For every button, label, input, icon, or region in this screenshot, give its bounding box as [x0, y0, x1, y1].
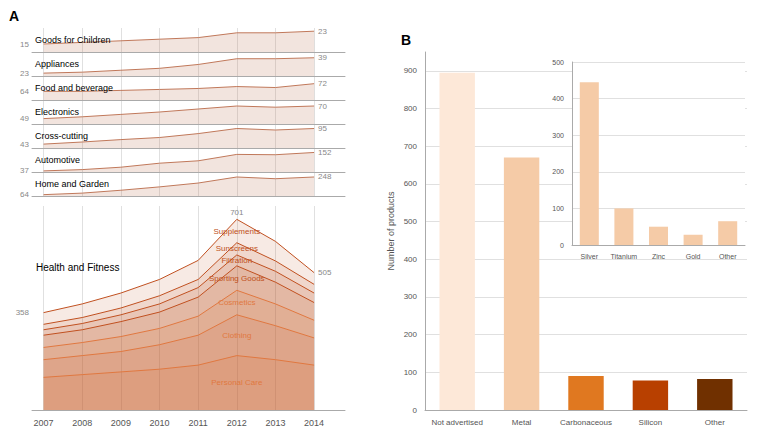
svg-text:37: 37: [20, 166, 29, 175]
svg-text:2014: 2014: [304, 418, 324, 428]
svg-text:200: 200: [552, 168, 564, 175]
svg-text:95: 95: [318, 124, 327, 133]
svg-text:2011: 2011: [188, 418, 207, 428]
svg-text:600: 600: [404, 179, 418, 188]
svg-text:Food and beverage: Food and beverage: [35, 83, 113, 93]
svg-text:Metal: Metal: [512, 418, 532, 427]
svg-text:Silver: Silver: [581, 253, 599, 260]
svg-text:0: 0: [413, 406, 418, 415]
svg-text:72: 72: [318, 79, 327, 88]
svg-text:100: 100: [552, 205, 564, 212]
svg-text:Other: Other: [719, 253, 737, 260]
svg-text:701: 701: [230, 208, 244, 217]
svg-text:2012: 2012: [227, 418, 247, 428]
svg-text:0: 0: [560, 242, 564, 249]
svg-text:358: 358: [16, 308, 30, 317]
svg-text:43: 43: [20, 140, 29, 149]
svg-text:Personal Care: Personal Care: [211, 378, 263, 387]
svg-text:64: 64: [20, 190, 29, 199]
svg-text:Automotive: Automotive: [35, 155, 80, 165]
svg-text:2009: 2009: [111, 418, 131, 428]
svg-text:Other: Other: [705, 418, 725, 427]
svg-text:64: 64: [20, 87, 29, 96]
svg-text:Number of products: Number of products: [386, 191, 396, 271]
svg-text:A: A: [9, 8, 19, 24]
svg-text:300: 300: [404, 292, 418, 301]
svg-text:100: 100: [404, 368, 418, 377]
svg-text:Cross-cutting: Cross-cutting: [35, 131, 88, 141]
svg-text:15: 15: [20, 40, 29, 49]
svg-text:400: 400: [404, 255, 418, 264]
svg-text:505: 505: [318, 268, 332, 277]
svg-text:Clothing: Clothing: [222, 331, 251, 340]
svg-text:23: 23: [318, 27, 327, 36]
svg-text:Sunscreens: Sunscreens: [216, 244, 258, 253]
svg-text:Not advertised: Not advertised: [431, 418, 483, 427]
svg-text:Home and Garden: Home and Garden: [35, 179, 109, 189]
svg-text:Gold: Gold: [686, 253, 701, 260]
svg-text:Carbonaceous: Carbonaceous: [560, 418, 612, 427]
svg-text:900: 900: [404, 66, 418, 75]
svg-text:70: 70: [318, 102, 327, 111]
svg-text:B: B: [401, 32, 411, 48]
svg-text:Health and Fitness: Health and Fitness: [36, 262, 119, 273]
svg-text:248: 248: [318, 172, 332, 181]
svg-text:49: 49: [20, 114, 29, 123]
svg-text:2008: 2008: [72, 418, 92, 428]
svg-text:Sporting Goods: Sporting Goods: [209, 274, 265, 283]
svg-text:Silicon: Silicon: [639, 418, 663, 427]
svg-text:2013: 2013: [265, 418, 285, 428]
svg-text:Zinc: Zinc: [652, 253, 666, 260]
svg-text:500: 500: [552, 59, 564, 66]
svg-text:500: 500: [404, 217, 418, 226]
svg-text:39: 39: [318, 53, 327, 62]
svg-text:152: 152: [318, 148, 332, 157]
svg-text:Filtration: Filtration: [221, 256, 252, 265]
svg-text:Supplements: Supplements: [213, 227, 260, 236]
svg-text:23: 23: [20, 69, 29, 78]
svg-text:2007: 2007: [34, 418, 54, 428]
svg-text:Goods for Children: Goods for Children: [35, 35, 111, 45]
svg-text:Cosmetics: Cosmetics: [218, 298, 255, 307]
svg-text:Titanium: Titanium: [611, 253, 638, 260]
svg-text:Appliances: Appliances: [35, 59, 80, 69]
svg-text:400: 400: [552, 95, 564, 102]
svg-text:700: 700: [404, 142, 418, 151]
svg-text:Electronics: Electronics: [35, 107, 80, 117]
svg-text:300: 300: [552, 132, 564, 139]
svg-text:2010: 2010: [150, 418, 170, 428]
svg-text:800: 800: [404, 104, 418, 113]
svg-text:200: 200: [404, 330, 418, 339]
